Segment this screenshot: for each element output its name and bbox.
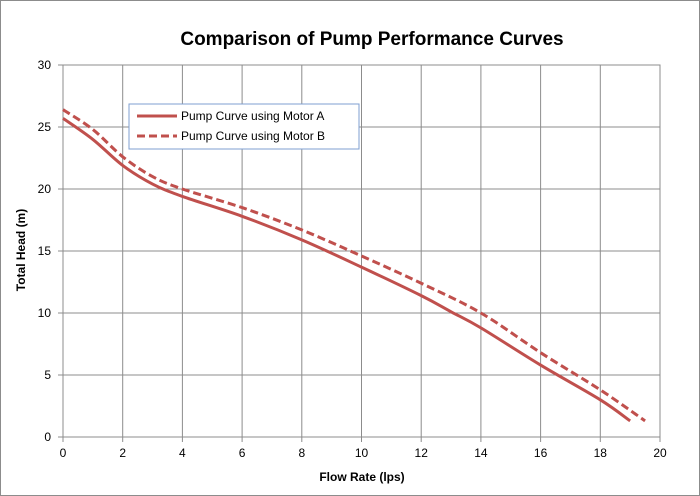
y-axis-label: Total Head (m) — [14, 209, 28, 291]
y-tick-label: 25 — [38, 120, 52, 134]
x-tick-label: 8 — [298, 446, 305, 460]
legend: Pump Curve using Motor A Pump Curve usin… — [128, 103, 360, 150]
series-line-motor-b — [62, 108, 646, 423]
legend-label-motor-b: Pump Curve using Motor B — [181, 129, 325, 143]
x-tick-label: 14 — [474, 446, 488, 460]
x-tick-label: 10 — [355, 446, 369, 460]
x-tick-label: 18 — [594, 446, 608, 460]
x-tick-label: 20 — [653, 446, 667, 460]
y-tick-label: 30 — [38, 58, 52, 72]
y-tick-label: 20 — [38, 182, 52, 196]
x-tick-label: 4 — [179, 446, 186, 460]
series-lines — [62, 108, 646, 423]
plot-area-border — [62, 64, 661, 438]
legend-box — [128, 103, 360, 150]
x-tick-label: 6 — [239, 446, 246, 460]
x-tick-label: 12 — [415, 446, 429, 460]
tick-labels: 0 2 4 6 8 10 12 14 16 18 20 0 5 10 15 20 25 30 — [38, 58, 667, 460]
x-tick-label: 2 — [119, 446, 126, 460]
x-tick-label: 0 — [60, 446, 67, 460]
legend-label-motor-a: Pump Curve using Motor A — [181, 109, 324, 123]
y-tick-label: 15 — [38, 244, 52, 258]
x-tick-label: 16 — [534, 446, 548, 460]
series-line-motor-a — [62, 117, 632, 423]
y-tick-label: 0 — [44, 430, 51, 444]
y-tick-label: 10 — [38, 306, 52, 320]
chart-title: Comparison of Pump Performance Curves — [180, 29, 563, 50]
y-tick-label: 5 — [44, 368, 51, 382]
x-axis-label: Flow Rate (lps) — [319, 470, 404, 484]
